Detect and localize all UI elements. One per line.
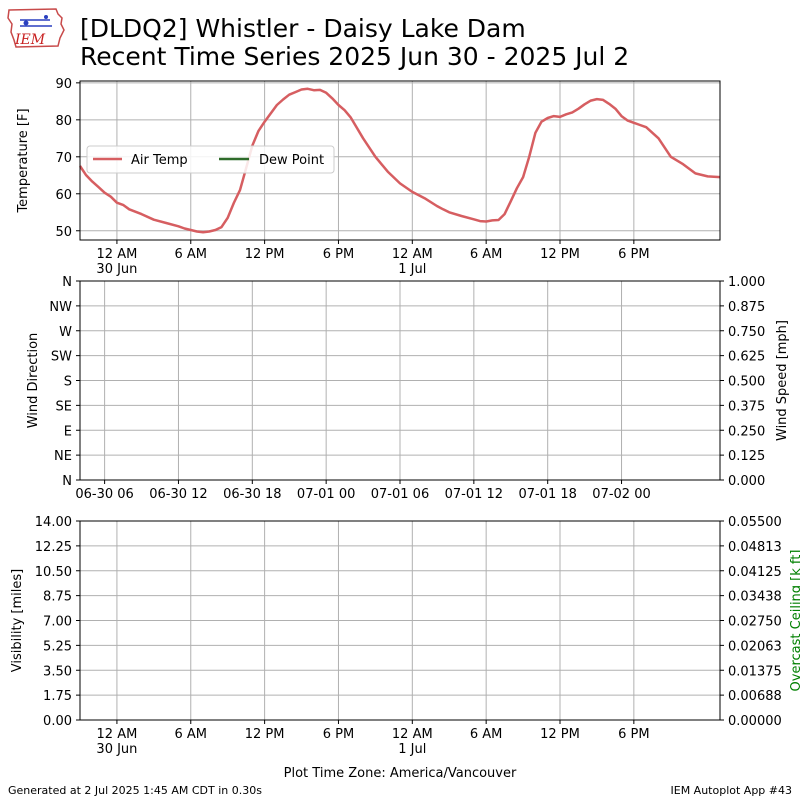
y-right-tick-label: 0.00000: [728, 714, 782, 729]
x-tick-sublabel: 30 Jun: [96, 262, 137, 277]
legend-label-dew-point: Dew Point: [259, 153, 324, 168]
y-tick-label: 90: [55, 77, 72, 92]
y-right-tick-label: 0.04125: [728, 565, 782, 580]
y-tick-label: SW: [51, 350, 72, 365]
y-axis-label: Temperature [F]: [16, 108, 31, 213]
x-tick-label: 12 PM: [245, 247, 285, 262]
y-right-tick-label: 0.625: [728, 350, 765, 365]
y-right-tick-label: 0.04813: [728, 540, 782, 555]
generated-note: Generated at 2 Jul 2025 1:45 AM CDT in 0…: [8, 784, 262, 797]
y-right-tick-label: 0.500: [728, 375, 765, 390]
x-tick-label: 6 PM: [323, 247, 354, 262]
y-tick-label: 10.50: [35, 565, 72, 580]
y-right-tick-label: 0.875: [728, 300, 765, 315]
x-tick-label: 06-30 18: [223, 487, 281, 502]
x-tick-label: 6 AM: [175, 727, 208, 742]
x-tick-label: 12 PM: [540, 247, 580, 262]
y-right-tick-label: 1.000: [728, 275, 765, 290]
plot-frame: [79, 520, 721, 721]
y-tick-label: 8.75: [43, 590, 72, 605]
x-tick-label: 12 AM: [392, 727, 433, 742]
y-tick-label: S: [64, 375, 72, 390]
y-right-tick-label: 0.02063: [728, 639, 782, 654]
y-right-tick-label: 0.750: [728, 325, 765, 340]
y-right-tick-label: 0.01375: [728, 664, 782, 679]
x-tick-label: 6 PM: [618, 727, 649, 742]
series-line-air-temp: [78, 87, 721, 234]
x-tick-label: 12 AM: [97, 247, 138, 262]
y-tick-label: 7.00: [43, 615, 72, 630]
y-right-tick-label: 0.250: [728, 424, 765, 439]
y-tick-label: N: [62, 474, 72, 489]
x-tick-sublabel: 1 Jul: [398, 262, 426, 277]
x-tick-label: 07-02 00: [592, 487, 650, 502]
x-tick-label: 12 AM: [97, 727, 138, 742]
legend-box: [86, 145, 335, 174]
x-tick-label: 07-01 00: [297, 487, 355, 502]
x-tick-label: 07-01 06: [371, 487, 429, 502]
y-tick-label: W: [59, 325, 72, 340]
timezone-label: Plot Time Zone: America/Vancouver: [284, 766, 517, 781]
x-tick-label: 6 PM: [323, 727, 354, 742]
y-axis-label: Visibility [miles]: [10, 569, 25, 672]
y-right-tick-label: 0.000: [728, 474, 765, 489]
x-tick-label: 6 AM: [470, 247, 503, 262]
chart-title-line1: [DLDQ2] Whistler - Daisy Lake Dam: [80, 14, 526, 43]
x-tick-label: 06-30 12: [149, 487, 207, 502]
y-right-axis-label: Overcast Ceiling [k ft]: [789, 550, 800, 692]
x-tick-label: 6 AM: [175, 247, 208, 262]
x-tick-label: 07-01 12: [445, 487, 503, 502]
y-tick-label: NW: [49, 300, 72, 315]
chart-title-line2: Recent Time Series 2025 Jun 30 - 2025 Ju…: [80, 42, 630, 71]
legend-label-air-temp: Air Temp: [131, 153, 188, 168]
y-tick-label: 12.25: [35, 540, 72, 555]
iem-logo: IEM: [7, 8, 65, 48]
y-tick-label: E: [64, 424, 72, 439]
x-tick-label: 12 PM: [540, 727, 580, 742]
y-right-tick-label: 0.02750: [728, 615, 782, 630]
y-tick-label: SE: [56, 399, 72, 414]
y-tick-label: NE: [54, 449, 72, 464]
x-tick-label: 06-30 06: [75, 487, 133, 502]
plot-frame: [79, 80, 721, 241]
logo-text: IEM: [14, 32, 46, 48]
y-axis-label: Wind Direction: [26, 333, 41, 429]
x-tick-label: 12 AM: [392, 247, 433, 262]
y-tick-label: 5.25: [43, 639, 72, 654]
y-tick-label: 0.00: [43, 714, 72, 729]
y-tick-label: 80: [55, 114, 72, 129]
y-tick-label: 60: [55, 188, 72, 203]
x-tick-sublabel: 30 Jun: [96, 742, 137, 757]
x-tick-label: 12 PM: [245, 727, 285, 742]
y-right-tick-label: 0.00688: [728, 689, 782, 704]
app-note: IEM Autoplot App #43: [670, 784, 793, 797]
y-tick-label: 1.75: [43, 689, 72, 704]
y-tick-label: 14.00: [35, 515, 72, 530]
x-tick-label: 07-01 18: [518, 487, 576, 502]
y-right-tick-label: 0.05500: [728, 515, 782, 530]
y-right-axis-label: Wind Speed [mph]: [775, 320, 790, 441]
y-tick-label: 50: [55, 225, 72, 240]
x-tick-sublabel: 1 Jul: [398, 742, 426, 757]
y-tick-label: 3.50: [43, 664, 72, 679]
y-right-tick-label: 0.125: [728, 449, 765, 464]
y-tick-label: N: [62, 275, 72, 290]
y-right-tick-label: 0.03438: [728, 590, 782, 605]
x-tick-label: 6 PM: [618, 247, 649, 262]
y-tick-label: 70: [55, 151, 72, 166]
y-right-tick-label: 0.375: [728, 399, 765, 414]
x-tick-label: 6 AM: [470, 727, 503, 742]
plot-frame: [79, 280, 721, 481]
